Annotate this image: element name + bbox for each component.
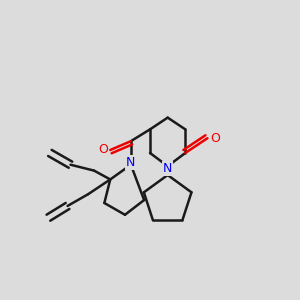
Text: N: N: [163, 162, 172, 175]
Text: O: O: [210, 132, 220, 145]
Text: O: O: [98, 143, 108, 157]
Text: N: N: [126, 156, 136, 169]
